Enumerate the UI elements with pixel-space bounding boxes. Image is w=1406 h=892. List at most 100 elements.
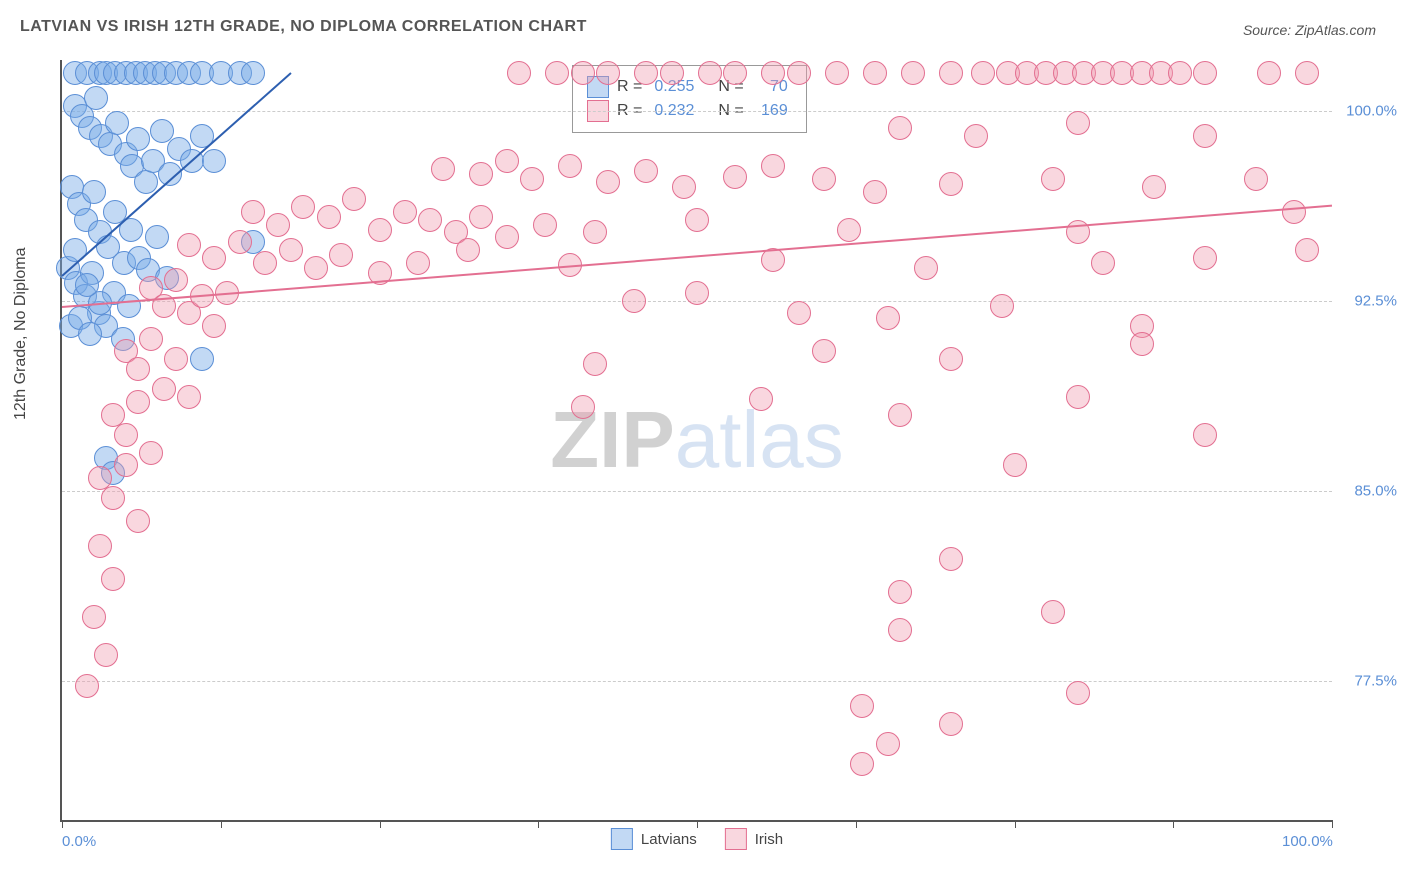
data-point xyxy=(901,61,925,85)
gridline xyxy=(62,681,1332,682)
data-point xyxy=(685,208,709,232)
data-point xyxy=(888,116,912,140)
gridline xyxy=(62,111,1332,112)
data-point xyxy=(469,205,493,229)
data-point xyxy=(964,124,988,148)
data-point xyxy=(1244,167,1268,191)
data-point xyxy=(863,180,887,204)
data-point xyxy=(596,170,620,194)
data-point xyxy=(825,61,849,85)
data-point xyxy=(888,618,912,642)
data-point xyxy=(393,200,417,224)
data-point xyxy=(850,694,874,718)
data-point xyxy=(837,218,861,242)
data-point xyxy=(876,732,900,756)
data-point xyxy=(596,61,620,85)
data-point xyxy=(850,752,874,776)
data-point xyxy=(101,486,125,510)
data-point xyxy=(406,251,430,275)
data-point xyxy=(939,712,963,736)
data-point xyxy=(520,167,544,191)
data-point xyxy=(202,314,226,338)
data-point xyxy=(1193,61,1217,85)
data-point xyxy=(939,547,963,571)
data-point xyxy=(88,534,112,558)
data-point xyxy=(202,246,226,270)
data-point xyxy=(1066,111,1090,135)
data-point xyxy=(145,225,169,249)
data-point xyxy=(939,172,963,196)
data-point xyxy=(888,580,912,604)
x-tick xyxy=(538,820,539,828)
data-point xyxy=(1193,246,1217,270)
data-point xyxy=(876,306,900,330)
data-point xyxy=(787,301,811,325)
data-point xyxy=(1066,385,1090,409)
data-point xyxy=(1142,175,1166,199)
data-point xyxy=(672,175,696,199)
data-point xyxy=(571,61,595,85)
data-point xyxy=(75,674,99,698)
data-point xyxy=(126,127,150,151)
data-point xyxy=(152,377,176,401)
data-point xyxy=(634,61,658,85)
data-point xyxy=(812,167,836,191)
data-point xyxy=(1282,200,1306,224)
data-point xyxy=(126,357,150,381)
data-point xyxy=(241,61,265,85)
data-point xyxy=(761,154,785,178)
data-point xyxy=(117,294,141,318)
data-point xyxy=(291,195,315,219)
data-point xyxy=(698,61,722,85)
watermark-zip: ZIP xyxy=(550,395,674,484)
data-point xyxy=(1041,167,1065,191)
x-tick xyxy=(697,820,698,828)
data-point xyxy=(914,256,938,280)
data-point xyxy=(749,387,773,411)
x-tick-label: 100.0% xyxy=(1282,833,1333,850)
data-point xyxy=(190,347,214,371)
data-point xyxy=(105,111,129,135)
data-point xyxy=(939,61,963,85)
y-tick-label: 92.5% xyxy=(1354,292,1397,309)
data-point xyxy=(114,423,138,447)
data-point xyxy=(1091,251,1115,275)
plot-area: ZIPatlas R =0.255N =70R =0.232N =169 Lat… xyxy=(60,60,1332,822)
data-point xyxy=(787,61,811,85)
x-tick xyxy=(221,820,222,828)
data-point xyxy=(571,395,595,419)
data-point xyxy=(971,61,995,85)
data-point xyxy=(279,238,303,262)
data-point xyxy=(469,162,493,186)
x-tick xyxy=(380,820,381,828)
data-point xyxy=(342,187,366,211)
legend-label: Irish xyxy=(755,831,783,848)
series-legend: Latvians Irish xyxy=(611,828,783,850)
data-point xyxy=(1257,61,1281,85)
x-tick xyxy=(62,820,63,828)
data-point xyxy=(177,233,201,257)
x-tick xyxy=(856,820,857,828)
data-point xyxy=(1066,681,1090,705)
data-point xyxy=(101,567,125,591)
gridline xyxy=(62,491,1332,492)
data-point xyxy=(761,61,785,85)
data-point xyxy=(84,86,108,110)
data-point xyxy=(723,165,747,189)
data-point xyxy=(1193,124,1217,148)
legend-item: Latvians xyxy=(611,828,697,850)
data-point xyxy=(1193,423,1217,447)
data-point xyxy=(545,61,569,85)
data-point xyxy=(177,385,201,409)
data-point xyxy=(202,149,226,173)
source-credit: Source: ZipAtlas.com xyxy=(1243,22,1376,38)
x-tick xyxy=(1015,820,1016,828)
legend-swatch xyxy=(725,828,747,850)
data-point xyxy=(139,441,163,465)
data-point xyxy=(558,154,582,178)
data-point xyxy=(495,149,519,173)
y-axis-label: 12th Grade, No Diploma xyxy=(12,247,30,420)
x-tick xyxy=(1332,820,1333,828)
data-point xyxy=(812,339,836,363)
data-point xyxy=(533,213,557,237)
